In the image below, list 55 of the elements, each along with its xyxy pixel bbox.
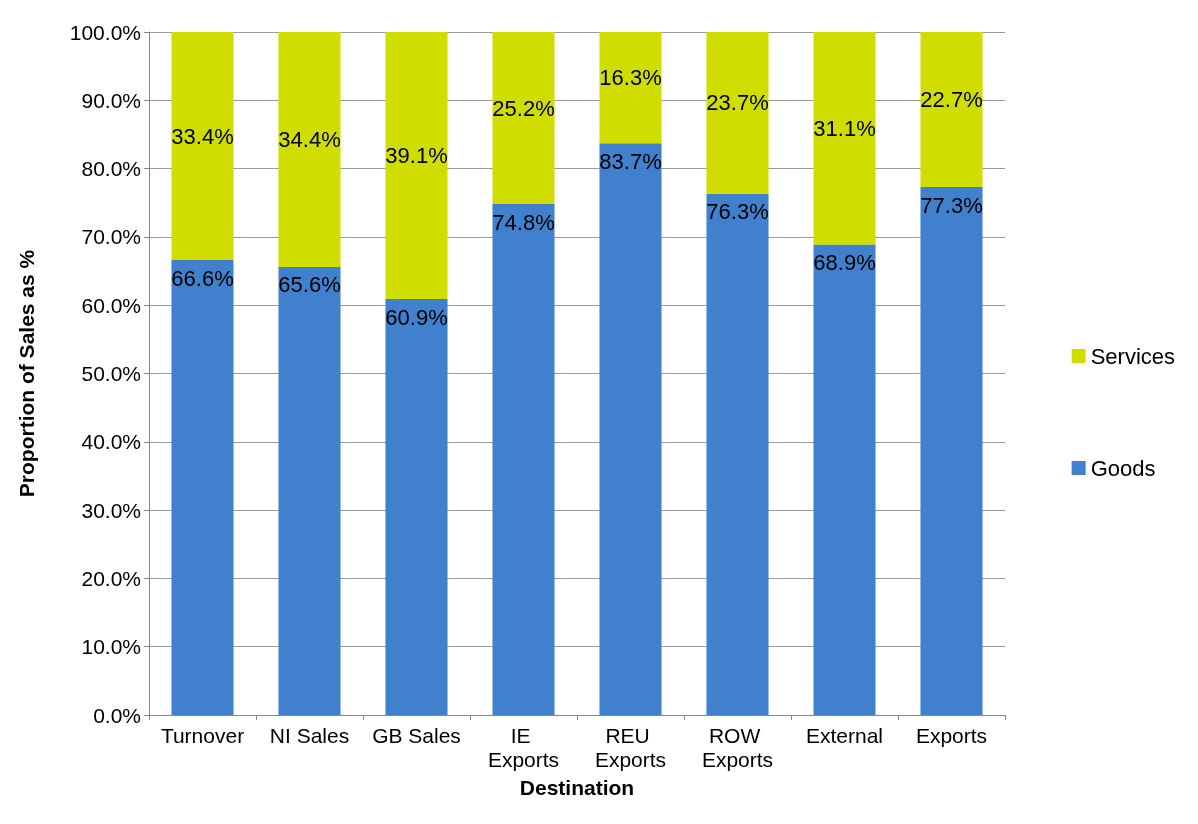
data-label: 77.3% [920, 192, 983, 218]
y-tick-label: 90.0% [81, 88, 141, 112]
x-tick-label: ROW Exports [701, 723, 774, 771]
bar [599, 32, 662, 144]
x-tick-label: REU Exports [594, 723, 667, 771]
y-tick-label: 100.0% [69, 20, 141, 44]
x-axis-title: Destination [519, 776, 635, 799]
legend-label: Goods [1090, 455, 1156, 481]
bar [920, 187, 983, 715]
data-label: 68.9% [813, 249, 876, 275]
data-label: 31.1% [813, 115, 876, 141]
y-tick-label: 10.0% [81, 635, 141, 659]
x-tick-label: IE Exports [487, 723, 560, 771]
y-tick-label: 50.0% [81, 362, 141, 385]
bar [813, 32, 876, 245]
bar [706, 32, 769, 194]
x-tick-label: External [805, 723, 884, 747]
bar [492, 32, 555, 205]
x-tick-label: Turnover [160, 723, 245, 747]
bar [171, 32, 234, 261]
data-label: 34.4% [278, 126, 341, 152]
data-label: 39.1% [385, 143, 448, 169]
bar [492, 204, 555, 715]
bar [385, 32, 448, 300]
data-label: 74.8% [492, 209, 555, 235]
data-label: 16.3% [599, 65, 662, 91]
data-label: 83.7% [599, 148, 662, 174]
bar [599, 143, 662, 715]
bar [706, 193, 769, 715]
data-label: 22.7% [920, 87, 983, 113]
y-tick-label: 0.0% [93, 703, 141, 727]
y-tick-label: 40.0% [81, 430, 141, 454]
data-label: 65.6% [278, 272, 341, 298]
bar [385, 299, 448, 715]
bar [813, 244, 876, 715]
data-label: 23.7% [706, 90, 769, 116]
data-label: 25.2% [492, 95, 555, 121]
bar [920, 32, 983, 188]
data-label: 66.6% [171, 265, 234, 291]
bar [171, 260, 234, 715]
y-axis-title: Proportion of Sales as % [15, 249, 38, 498]
y-tick-label: 20.0% [81, 566, 141, 590]
legend-label: Services [1090, 343, 1175, 369]
y-tick-label: 30.0% [81, 498, 141, 522]
data-label: 33.4% [171, 123, 234, 149]
data-label: 76.3% [706, 199, 769, 225]
x-tick-label: Exports [915, 723, 988, 747]
x-tick-label: NI Sales [269, 723, 350, 747]
y-tick-label: 80.0% [81, 157, 141, 181]
y-tick-label: 70.0% [81, 225, 141, 249]
data-label: 60.9% [385, 304, 448, 330]
x-tick-label: GB Sales [372, 723, 461, 747]
bar [278, 266, 341, 715]
bar [278, 32, 341, 267]
y-tick-label: 60.0% [81, 293, 141, 317]
